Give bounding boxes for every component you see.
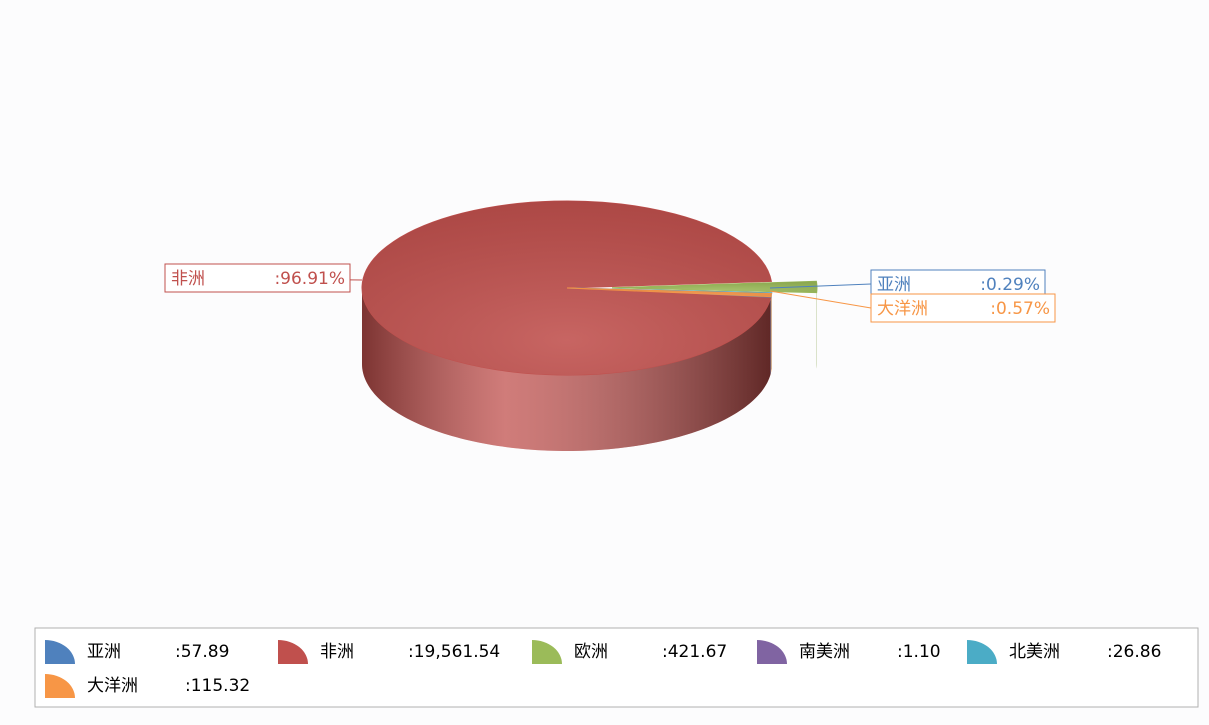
leader-line (770, 291, 871, 308)
legend-name: 欧洲 (574, 642, 608, 662)
annotation-label: :0.57% (990, 299, 1050, 319)
legend-name: 北美洲 (1009, 642, 1060, 662)
annotation-label: :96.91% (274, 269, 345, 289)
legend-name: 亚洲 (87, 642, 121, 662)
legend-value: :19,561.54 (408, 642, 500, 662)
slice-side-shade (771, 294, 772, 373)
legend-value: :57.89 (175, 642, 229, 662)
legend-name: 南美洲 (799, 642, 850, 662)
legend-value: :421.67 (662, 642, 727, 662)
annotation-category: 亚洲 (877, 275, 911, 295)
annotation-category: 大洋洲 (877, 299, 928, 319)
annotation-category: 非洲 (171, 269, 205, 289)
legend-value: :26.86 (1107, 642, 1161, 662)
annotation-label: :0.29% (980, 275, 1040, 295)
legend-value: :1.10 (897, 642, 941, 662)
legend-name: 非洲 (320, 642, 354, 662)
legend-name: 大洋洲 (87, 676, 138, 696)
legend-value: :115.32 (185, 676, 250, 696)
